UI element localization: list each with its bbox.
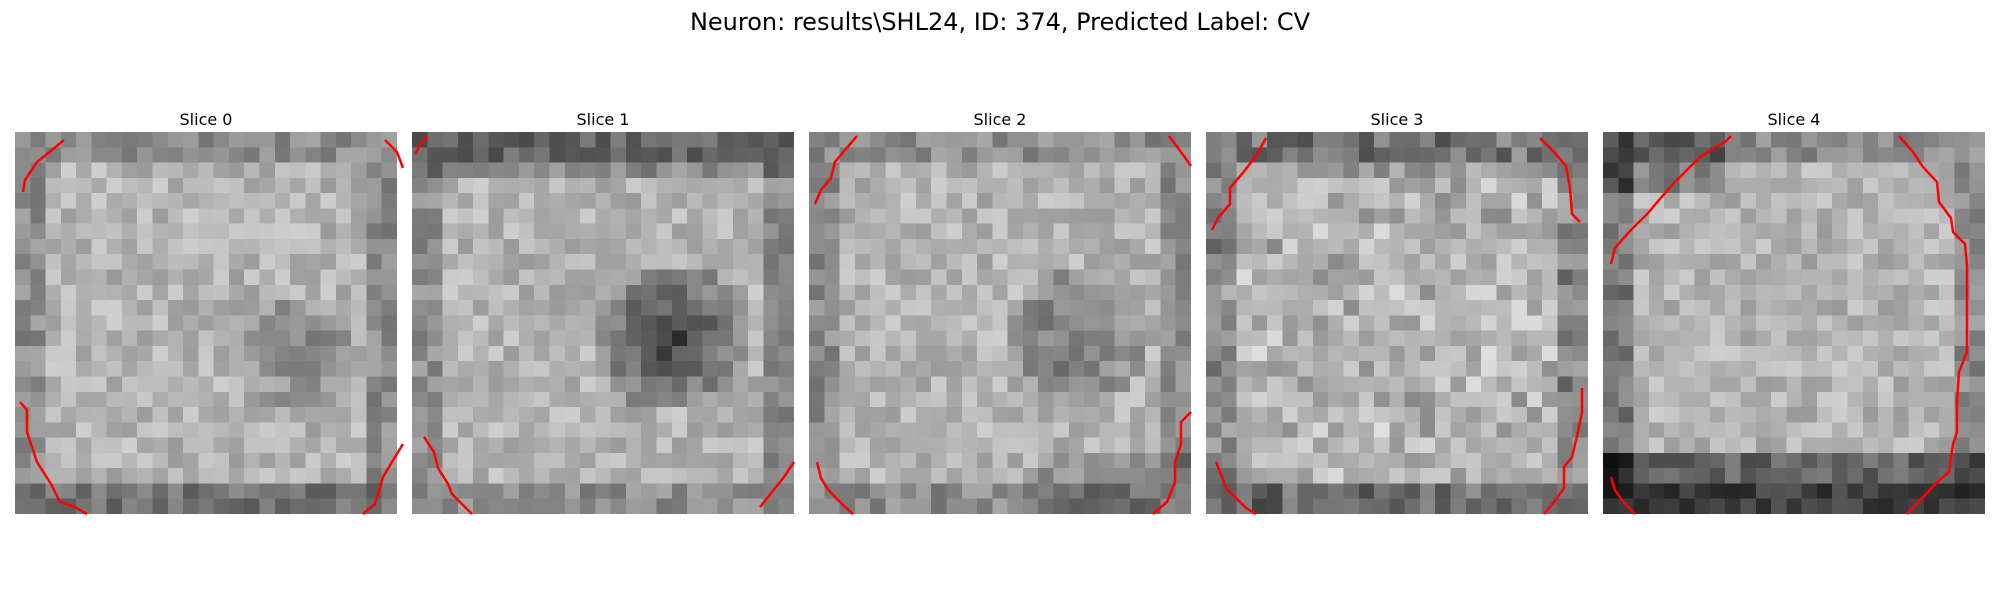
- contour-overlay: [1609, 135, 1969, 515]
- contour-overlay: [813, 135, 1193, 515]
- grayscale-image: [1206, 132, 1588, 514]
- slice-panel-4: Slice 4: [1603, 108, 1985, 515]
- slice-title: Slice 0: [179, 110, 233, 129]
- contour-overlay: [19, 139, 405, 516]
- slice-panel-0: Slice 0: [15, 108, 405, 516]
- grayscale-image: [1603, 132, 1985, 514]
- slice-panel-1: Slice 1: [412, 108, 796, 515]
- slice-title: Slice 4: [1767, 110, 1821, 129]
- contour-overlay: [413, 135, 796, 515]
- figure-title: Neuron: results\SHL24, ID: 374, Predicte…: [689, 8, 1311, 36]
- grayscale-image: [809, 132, 1191, 514]
- slice-image: [15, 132, 405, 516]
- grayscale-image: [15, 132, 397, 514]
- slice-image: [1206, 132, 1588, 516]
- slice-panel-3: Slice 3: [1206, 108, 1588, 516]
- grayscale-image: [412, 132, 794, 514]
- contour-overlay: [1210, 137, 1584, 516]
- slice-title: Slice 2: [973, 110, 1027, 129]
- slice-title: Slice 1: [576, 110, 630, 129]
- slice-panel-2: Slice 2: [809, 108, 1193, 515]
- slice-image: [1603, 132, 1985, 515]
- slice-image: [412, 132, 796, 515]
- slice-title: Slice 3: [1370, 110, 1424, 129]
- slice-image: [809, 132, 1193, 515]
